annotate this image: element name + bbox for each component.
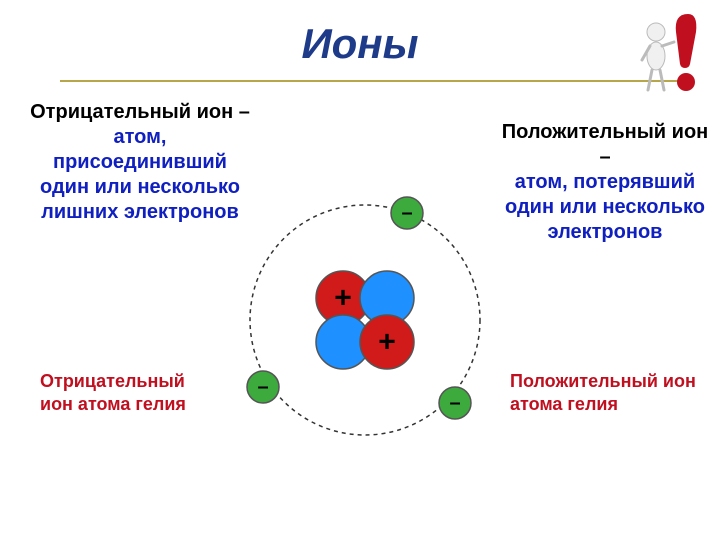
electron-label-2: – bbox=[449, 392, 460, 414]
title-underline bbox=[60, 80, 680, 82]
atom-diagram: + + – – – bbox=[225, 180, 505, 460]
electron-label-0: – bbox=[401, 202, 412, 224]
page-title: Ионы bbox=[0, 20, 720, 68]
positive-ion-caption-text: Положительный ион атома гелия bbox=[510, 371, 696, 414]
positive-ion-body: атом, потерявший один или несколько элек… bbox=[500, 170, 710, 245]
mascot-head-icon bbox=[647, 23, 665, 41]
nucleon-label-0: + bbox=[334, 282, 352, 315]
negative-ion-body: атом, присоединивший один или несколько … bbox=[30, 125, 250, 225]
atom-svg: + + – – – bbox=[225, 180, 505, 460]
positive-ion-caption: Положительный ион атома гелия bbox=[510, 370, 700, 415]
mascot-figure bbox=[640, 8, 700, 98]
exclaim-body-icon bbox=[676, 14, 697, 68]
negative-ion-caption-text: Отрицательный ион атома гелия bbox=[40, 371, 186, 414]
electron-label-1: – bbox=[257, 376, 268, 398]
exclaim-dot-icon bbox=[677, 73, 695, 91]
title-text: Ионы bbox=[301, 20, 418, 67]
negative-ion-definition: Отрицательный ион – атом, присоединивший… bbox=[30, 100, 250, 225]
nucleon-label-3: + bbox=[378, 326, 396, 359]
positive-ion-definition: Положительный ион – атом, потерявший оди… bbox=[500, 120, 710, 245]
negative-ion-caption: Отрицательный ион атома гелия bbox=[40, 370, 220, 415]
positive-ion-heading: Положительный ион – bbox=[500, 120, 710, 170]
negative-ion-heading: Отрицательный ион – bbox=[30, 100, 250, 125]
